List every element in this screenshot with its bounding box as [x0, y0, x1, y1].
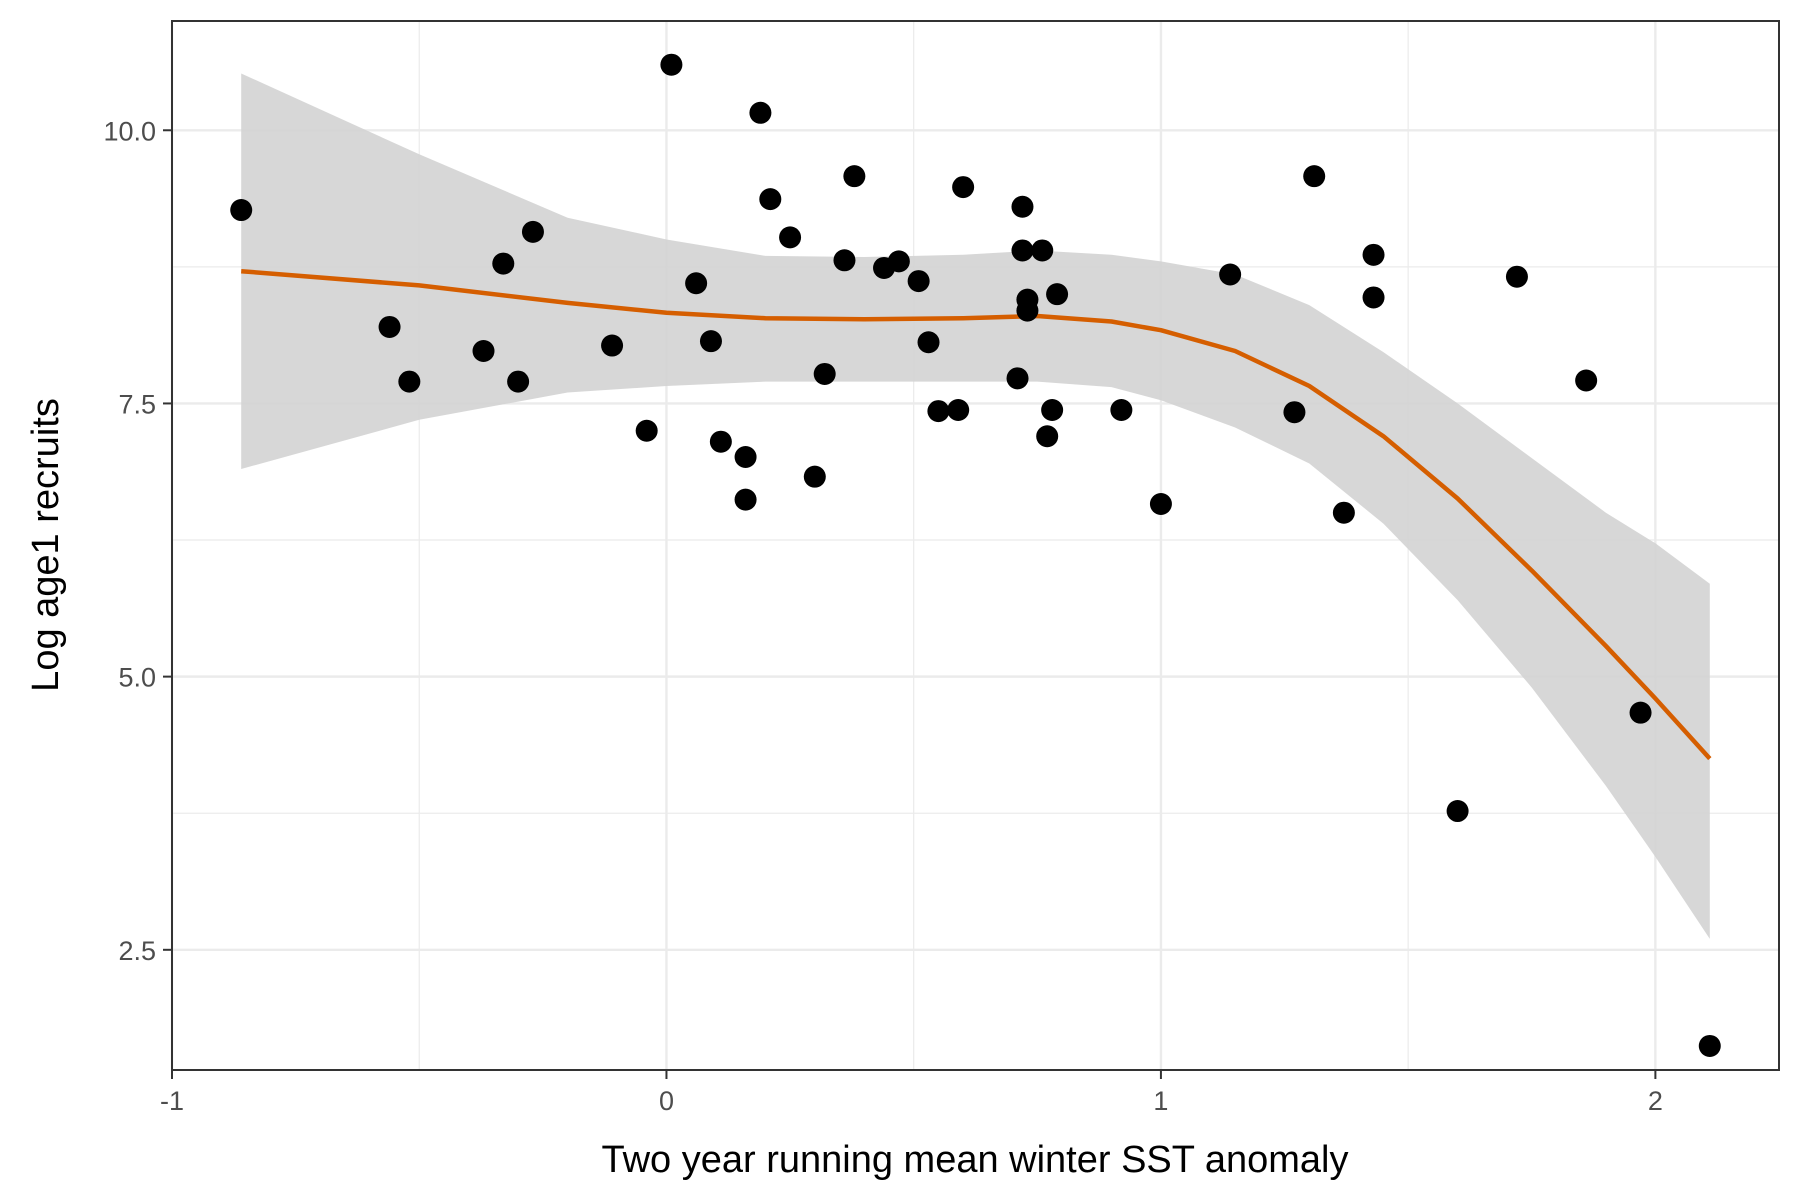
data-point	[1446, 800, 1469, 823]
y-axis-title: Log age1 recruits	[25, 398, 67, 692]
data-point	[952, 176, 975, 199]
data-point	[1031, 239, 1054, 262]
data-point	[1362, 243, 1385, 266]
data-point	[685, 272, 708, 295]
data-point	[1283, 401, 1306, 424]
data-point	[1362, 286, 1385, 309]
confidence-band	[241, 73, 1710, 939]
y-tick-label: 2.5	[118, 936, 156, 966]
data-point	[398, 370, 421, 393]
x-tick-label: 0	[659, 1086, 674, 1116]
x-tick-label: 1	[1153, 1086, 1168, 1116]
data-point	[1575, 369, 1598, 392]
data-point	[813, 362, 836, 385]
data-point	[927, 400, 950, 423]
data-point	[779, 226, 802, 249]
data-point	[734, 488, 757, 511]
data-point	[1046, 283, 1069, 306]
data-point	[1149, 492, 1172, 515]
smooth-fit-line	[241, 268, 1712, 761]
data-point	[833, 249, 856, 272]
data-points	[230, 53, 1721, 1057]
data-point	[749, 101, 772, 124]
data-point	[1041, 399, 1064, 422]
data-point	[1011, 239, 1034, 262]
data-point	[709, 430, 732, 453]
y-axis-ticks: 2.5 5.0 7.5 10.0	[103, 116, 172, 966]
data-point	[1110, 399, 1133, 422]
data-point	[1629, 701, 1652, 724]
data-point	[1006, 367, 1029, 390]
y-tick-label: 10.0	[103, 116, 156, 146]
data-point	[1219, 263, 1242, 286]
data-point	[660, 53, 683, 76]
data-point	[507, 370, 530, 393]
data-point	[1303, 165, 1326, 188]
y-tick-label: 5.0	[118, 663, 156, 693]
data-point	[1016, 288, 1039, 311]
data-point	[1332, 501, 1355, 524]
y-tick-label: 7.5	[118, 389, 156, 419]
data-point	[601, 334, 624, 357]
data-point	[759, 188, 782, 211]
data-point	[803, 465, 826, 488]
data-point	[887, 250, 910, 273]
x-tick-label: -1	[160, 1086, 184, 1116]
data-point	[378, 315, 401, 338]
panel-border	[171, 20, 1780, 1071]
x-axis-ticks: -1 0 1 2	[160, 1070, 1663, 1116]
data-point	[947, 399, 970, 422]
data-point	[907, 270, 930, 293]
data-point	[843, 165, 866, 188]
data-point	[1698, 1034, 1721, 1057]
data-point	[1011, 195, 1034, 218]
data-point	[472, 339, 495, 362]
data-point	[521, 220, 544, 243]
data-point	[492, 252, 515, 275]
data-point	[1505, 265, 1528, 288]
data-point	[230, 199, 253, 222]
data-point	[635, 419, 658, 442]
data-point	[734, 445, 757, 468]
x-axis-title: Two year running mean winter SST anomaly	[602, 1139, 1349, 1181]
data-point	[699, 330, 722, 353]
x-tick-label: 2	[1648, 1086, 1663, 1116]
data-point	[1036, 425, 1059, 448]
data-point	[917, 331, 940, 354]
